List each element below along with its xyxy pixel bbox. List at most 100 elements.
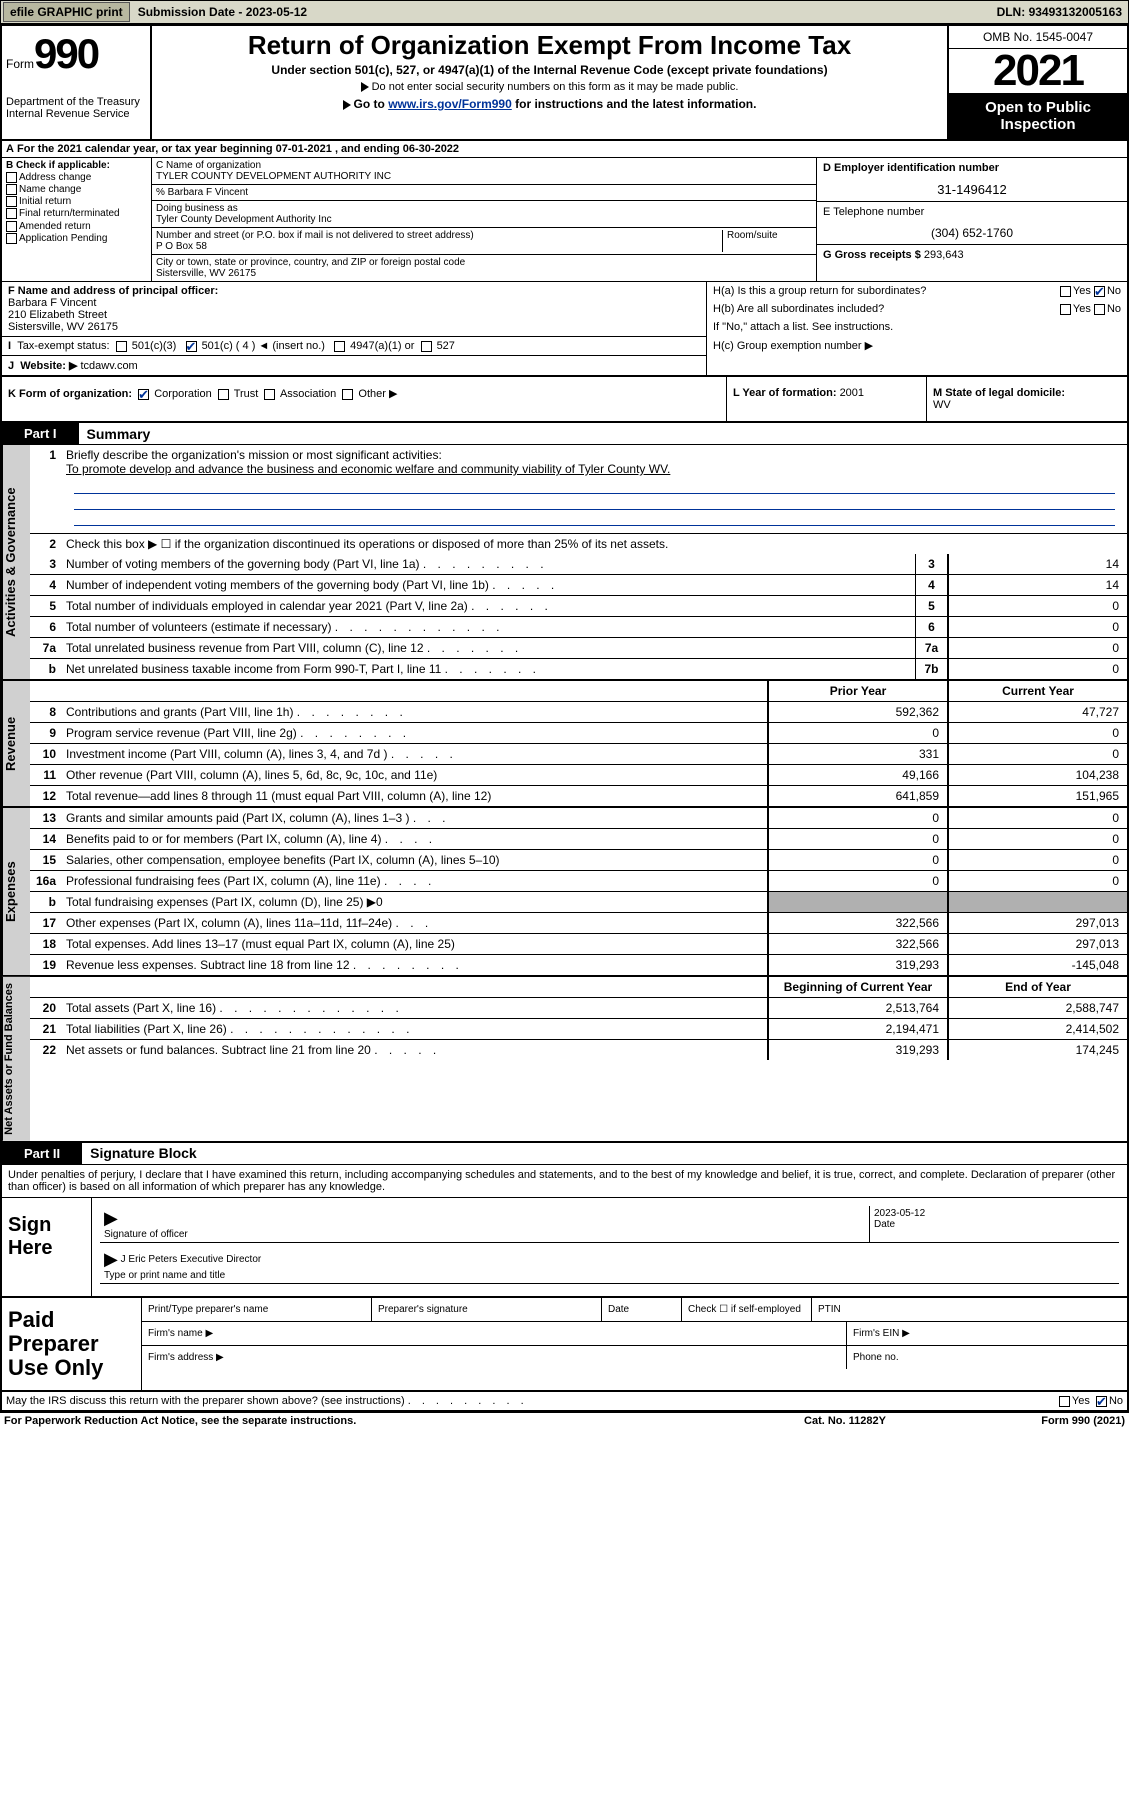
line-15-current: 0 (947, 850, 1127, 870)
checkbox-discuss-no[interactable] (1096, 1396, 1107, 1407)
part-2-header: Part II Signature Block (2, 1143, 1127, 1165)
sign-here-label: Sign Here (2, 1198, 92, 1296)
checkbox-trust[interactable] (218, 389, 229, 400)
line-12-current: 151,965 (947, 786, 1127, 806)
dba-name: Tyler County Development Authority Inc (156, 214, 812, 225)
line-13-prior: 0 (767, 808, 947, 828)
line-21-current: 2,414,502 (947, 1019, 1127, 1039)
form-header: Form990 Department of the Treasury Inter… (2, 26, 1127, 141)
dln-label: DLN: 93493132005163 (997, 5, 1128, 19)
care-of: % Barbara F Vincent (156, 187, 812, 198)
section-c-org-info: C Name of organizationTYLER COUNTY DEVEL… (152, 158, 817, 281)
form-title: Return of Organization Exempt From Incom… (156, 30, 943, 61)
line-20-prior: 2,513,764 (767, 998, 947, 1018)
checkbox-final-return[interactable] (6, 208, 17, 219)
triangle-icon (343, 100, 351, 110)
arrow-icon: ▶ (104, 1208, 118, 1228)
checkbox-ha-yes[interactable] (1060, 286, 1071, 297)
checkbox-501c[interactable] (186, 341, 197, 352)
checkbox-ha-no[interactable] (1094, 286, 1105, 297)
form-subtitle-2: Do not enter social security numbers on … (156, 81, 943, 93)
section-de: D Employer identification number31-14964… (817, 158, 1127, 281)
line-15-prior: 0 (767, 850, 947, 870)
line-19-prior: 319,293 (767, 955, 947, 975)
checkbox-hb-yes[interactable] (1060, 304, 1071, 315)
checkbox-amended[interactable] (6, 221, 17, 232)
line-14-prior: 0 (767, 829, 947, 849)
paid-preparer-label: Paid Preparer Use Only (2, 1298, 142, 1391)
signature-date: 2023-05-12 (874, 1208, 925, 1219)
submission-label: Submission Date - 2023-05-12 (132, 5, 313, 19)
section-b-checkboxes: B Check if applicable: Address change Na… (2, 158, 152, 281)
line-12-prior: 641,859 (767, 786, 947, 806)
checkbox-hb-no[interactable] (1094, 304, 1105, 315)
line-8-prior: 592,362 (767, 702, 947, 722)
checkbox-initial-return[interactable] (6, 196, 17, 207)
section-l: L Year of formation: 2001 (727, 377, 927, 421)
bottom-footer: For Paperwork Reduction Act Notice, see … (0, 1412, 1129, 1429)
checkbox-assoc[interactable] (264, 389, 275, 400)
line-14-current: 0 (947, 829, 1127, 849)
line-21-prior: 2,194,471 (767, 1019, 947, 1039)
arrow-icon: ▶ (104, 1249, 118, 1269)
line-7b-value: 0 (947, 659, 1127, 679)
side-label-net-assets: Net Assets or Fund Balances (2, 977, 30, 1141)
line-10-prior: 331 (767, 744, 947, 764)
irs-link[interactable]: www.irs.gov/Form990 (388, 97, 512, 111)
checkbox-other[interactable] (342, 389, 353, 400)
line-9-current: 0 (947, 723, 1127, 743)
line-3-value: 14 (947, 554, 1127, 574)
mission-text: To promote develop and advance the busin… (66, 462, 670, 476)
telephone: (304) 652-1760 (823, 226, 1121, 240)
city-state-zip: Sistersville, WV 26175 (156, 268, 812, 279)
efile-button[interactable]: efile GRAPHIC print (3, 2, 130, 22)
form-subtitle-1: Under section 501(c), 527, or 4947(a)(1)… (156, 63, 943, 77)
section-i: I Tax-exempt status: 501(c)(3) 501(c) ( … (2, 337, 706, 356)
officer-name: Barbara F Vincent (8, 297, 96, 309)
line-10-current: 0 (947, 744, 1127, 764)
checkbox-name-change[interactable] (6, 184, 17, 195)
street-address: P O Box 58 (156, 241, 722, 252)
line-18-current: 297,013 (947, 934, 1127, 954)
form-990: Form990 Department of the Treasury Inter… (0, 24, 1129, 1412)
website-value: tcdawv.com (80, 360, 137, 372)
line-20-current: 2,588,747 (947, 998, 1127, 1018)
perjury-declaration: Under penalties of perjury, I declare th… (2, 1165, 1127, 1197)
gross-receipts: 293,643 (924, 249, 964, 261)
org-name: TYLER COUNTY DEVELOPMENT AUTHORITY INC (156, 171, 812, 182)
line-17-current: 297,013 (947, 913, 1127, 933)
line-22-prior: 319,293 (767, 1040, 947, 1060)
line-18-prior: 322,566 (767, 934, 947, 954)
line-16a-prior: 0 (767, 871, 947, 891)
line-11-current: 104,238 (947, 765, 1127, 785)
line-9-prior: 0 (767, 723, 947, 743)
checkbox-application-pending[interactable] (6, 233, 17, 244)
line-8-current: 47,727 (947, 702, 1127, 722)
line-4-value: 14 (947, 575, 1127, 595)
section-f: F Name and address of principal officer:… (2, 282, 706, 337)
checkbox-501c3[interactable] (116, 341, 127, 352)
form-number: 990 (34, 30, 98, 78)
part-1-header: Part I Summary (2, 423, 1127, 445)
checkbox-address-change[interactable] (6, 172, 17, 183)
line-17-prior: 322,566 (767, 913, 947, 933)
checkbox-corp[interactable] (138, 389, 149, 400)
open-to-public: Open to Public Inspection (949, 93, 1127, 139)
side-label-expenses: Expenses (2, 808, 30, 975)
line-7a-value: 0 (947, 638, 1127, 658)
dept-label: Department of the Treasury Internal Reve… (6, 96, 146, 120)
checkbox-527[interactable] (421, 341, 432, 352)
form-label: Form (6, 57, 34, 71)
row-a-tax-year: A For the 2021 calendar year, or tax yea… (2, 141, 1127, 158)
checkbox-4947[interactable] (334, 341, 345, 352)
tax-year: 2021 (949, 49, 1127, 93)
line-22-current: 174,245 (947, 1040, 1127, 1060)
line-16a-current: 0 (947, 871, 1127, 891)
side-label-revenue: Revenue (2, 681, 30, 806)
line-6-value: 0 (947, 617, 1127, 637)
irs-discuss-row: May the IRS discuss this return with the… (2, 1392, 1127, 1410)
checkbox-discuss-yes[interactable] (1059, 1396, 1070, 1407)
line-13-current: 0 (947, 808, 1127, 828)
line-11-prior: 49,166 (767, 765, 947, 785)
section-j: J Website: ▶ tcdawv.com (2, 356, 706, 375)
